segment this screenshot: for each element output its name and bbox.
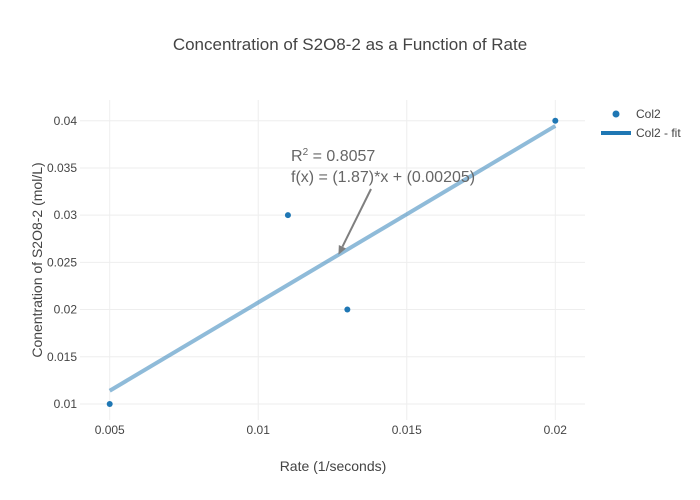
data-point[interactable] xyxy=(552,117,559,124)
y-tick-label: 0.025 xyxy=(47,255,77,269)
y-tick-label: 0.03 xyxy=(54,208,78,222)
y-tick-label: 0.01 xyxy=(54,397,78,411)
r-squared-label: R2 = 0.8057 xyxy=(291,147,375,165)
fit-annotation: R2 = 0.8057 f(x) = (1.87)*x + (0.00205) xyxy=(291,147,475,255)
annotation-arrow xyxy=(341,188,372,248)
data-point[interactable] xyxy=(284,212,291,219)
data-point[interactable] xyxy=(344,306,351,313)
legend-marker-col2 xyxy=(612,110,620,118)
legend-label-col2: Col2 xyxy=(636,107,661,121)
y-axis-label: Conentration of S2O8-2 (mol/L) xyxy=(29,162,45,357)
y-axis-ticks: 0.01 0.015 0.02 0.025 0.03 0.035 0.04 xyxy=(47,114,77,411)
y-tick-label: 0.035 xyxy=(47,161,77,175)
x-axis-label: Rate (1/seconds) xyxy=(280,458,387,474)
fit-line-layer xyxy=(108,124,557,393)
chart-title: Concentration of S2O8-2 as a Function of… xyxy=(173,35,527,54)
annotation-arrowhead xyxy=(338,244,347,255)
legend[interactable]: Col2 Col2 - fit xyxy=(601,107,681,140)
x-tick-label: 0.02 xyxy=(544,423,568,437)
legend-label-col2-fit: Col2 - fit xyxy=(636,126,681,140)
x-tick-label: 0.01 xyxy=(247,423,271,437)
data-point[interactable] xyxy=(106,400,113,407)
x-axis-ticks: 0.005 0.01 0.015 0.02 xyxy=(95,423,568,437)
y-tick-label: 0.02 xyxy=(54,303,78,317)
x-tick-label: 0.015 xyxy=(392,423,422,437)
legend-item-col2-fit[interactable]: Col2 - fit xyxy=(601,126,681,140)
x-tick-label: 0.005 xyxy=(95,423,125,437)
fit-equation-label: f(x) = (1.87)*x + (0.00205) xyxy=(291,169,475,186)
y-tick-label: 0.015 xyxy=(47,350,77,364)
fit-line xyxy=(108,124,557,393)
y-tick-label: 0.04 xyxy=(54,114,78,128)
legend-item-col2[interactable]: Col2 xyxy=(612,107,662,121)
data-points xyxy=(106,117,559,407)
